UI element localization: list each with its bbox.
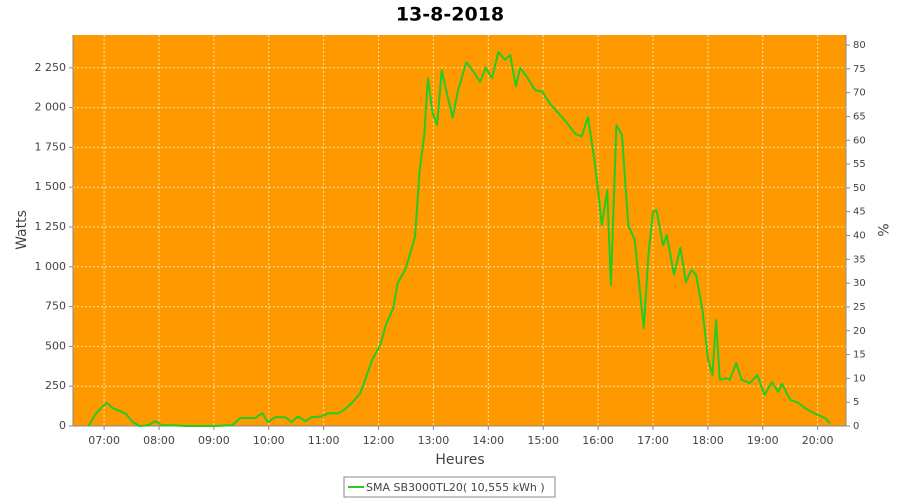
y-tick-label: 750 bbox=[45, 300, 66, 313]
x-tick-label: 07:00 bbox=[88, 434, 120, 447]
x-tick-label: 08:00 bbox=[143, 434, 175, 447]
y-tick-label: 250 bbox=[45, 379, 66, 392]
y-tick-label: 0 bbox=[59, 419, 66, 432]
series-line bbox=[87, 50, 832, 427]
y2-tick-label: 65 bbox=[853, 111, 866, 122]
y2-tick-label: 50 bbox=[853, 183, 866, 194]
y2-tick-label: 20 bbox=[853, 326, 866, 337]
y2-tick-label: 25 bbox=[853, 302, 866, 313]
y-tick-label: 500 bbox=[45, 339, 66, 352]
x-tick-label: 13:00 bbox=[418, 434, 450, 447]
y2-tick-label: 55 bbox=[853, 159, 866, 170]
y-tick-label: 2 250 bbox=[35, 61, 67, 74]
x-tick-label: 16:00 bbox=[582, 434, 614, 447]
legend-label: SMA SB3000TL20( 10,555 kWh ) bbox=[366, 481, 545, 494]
y2-tick-label: 70 bbox=[853, 88, 866, 99]
x-tick-label: 12:00 bbox=[363, 434, 395, 447]
y-tick-label: 1 250 bbox=[35, 220, 67, 233]
y2-tick-label: 40 bbox=[853, 231, 866, 242]
y2-tick-label: 45 bbox=[853, 207, 866, 218]
x-tick-label: 19:00 bbox=[747, 434, 779, 447]
x-tick-label: 15:00 bbox=[527, 434, 559, 447]
x-tick-label: 09:00 bbox=[198, 434, 230, 447]
x-tick-label: 10:00 bbox=[253, 434, 285, 447]
legend-box bbox=[343, 476, 556, 498]
y-tick-label: 1 500 bbox=[35, 180, 67, 193]
chart-title: 13-8-2018 bbox=[396, 4, 504, 26]
y-tick-label: 1 750 bbox=[35, 140, 67, 153]
x-axis-label: Heures bbox=[435, 452, 484, 468]
x-tick-label: 18:00 bbox=[692, 434, 724, 447]
y-axis-label: Watts bbox=[14, 210, 30, 250]
y2-tick-label: 10 bbox=[853, 373, 866, 384]
y2-tick-label: 30 bbox=[853, 278, 866, 289]
x-tick-label: 20:00 bbox=[802, 434, 834, 447]
x-tick-label: 14:00 bbox=[472, 434, 504, 447]
x-tick-label: 17:00 bbox=[637, 434, 669, 447]
y2-axis-label: % bbox=[874, 223, 890, 236]
y2-tick-label: 15 bbox=[853, 350, 866, 361]
y-tick-label: 1 000 bbox=[35, 260, 67, 273]
x-tick-label: 11:00 bbox=[308, 434, 340, 447]
y-tick-label: 2 000 bbox=[35, 101, 67, 114]
plot-area bbox=[73, 35, 846, 426]
y2-tick-label: 5 bbox=[853, 397, 859, 408]
y2-tick-label: 80 bbox=[853, 40, 866, 51]
y2-tick-label: 75 bbox=[853, 64, 866, 75]
y2-tick-label: 60 bbox=[853, 135, 866, 146]
y2-tick-label: 0 bbox=[853, 421, 859, 432]
y2-tick-label: 35 bbox=[853, 254, 866, 265]
